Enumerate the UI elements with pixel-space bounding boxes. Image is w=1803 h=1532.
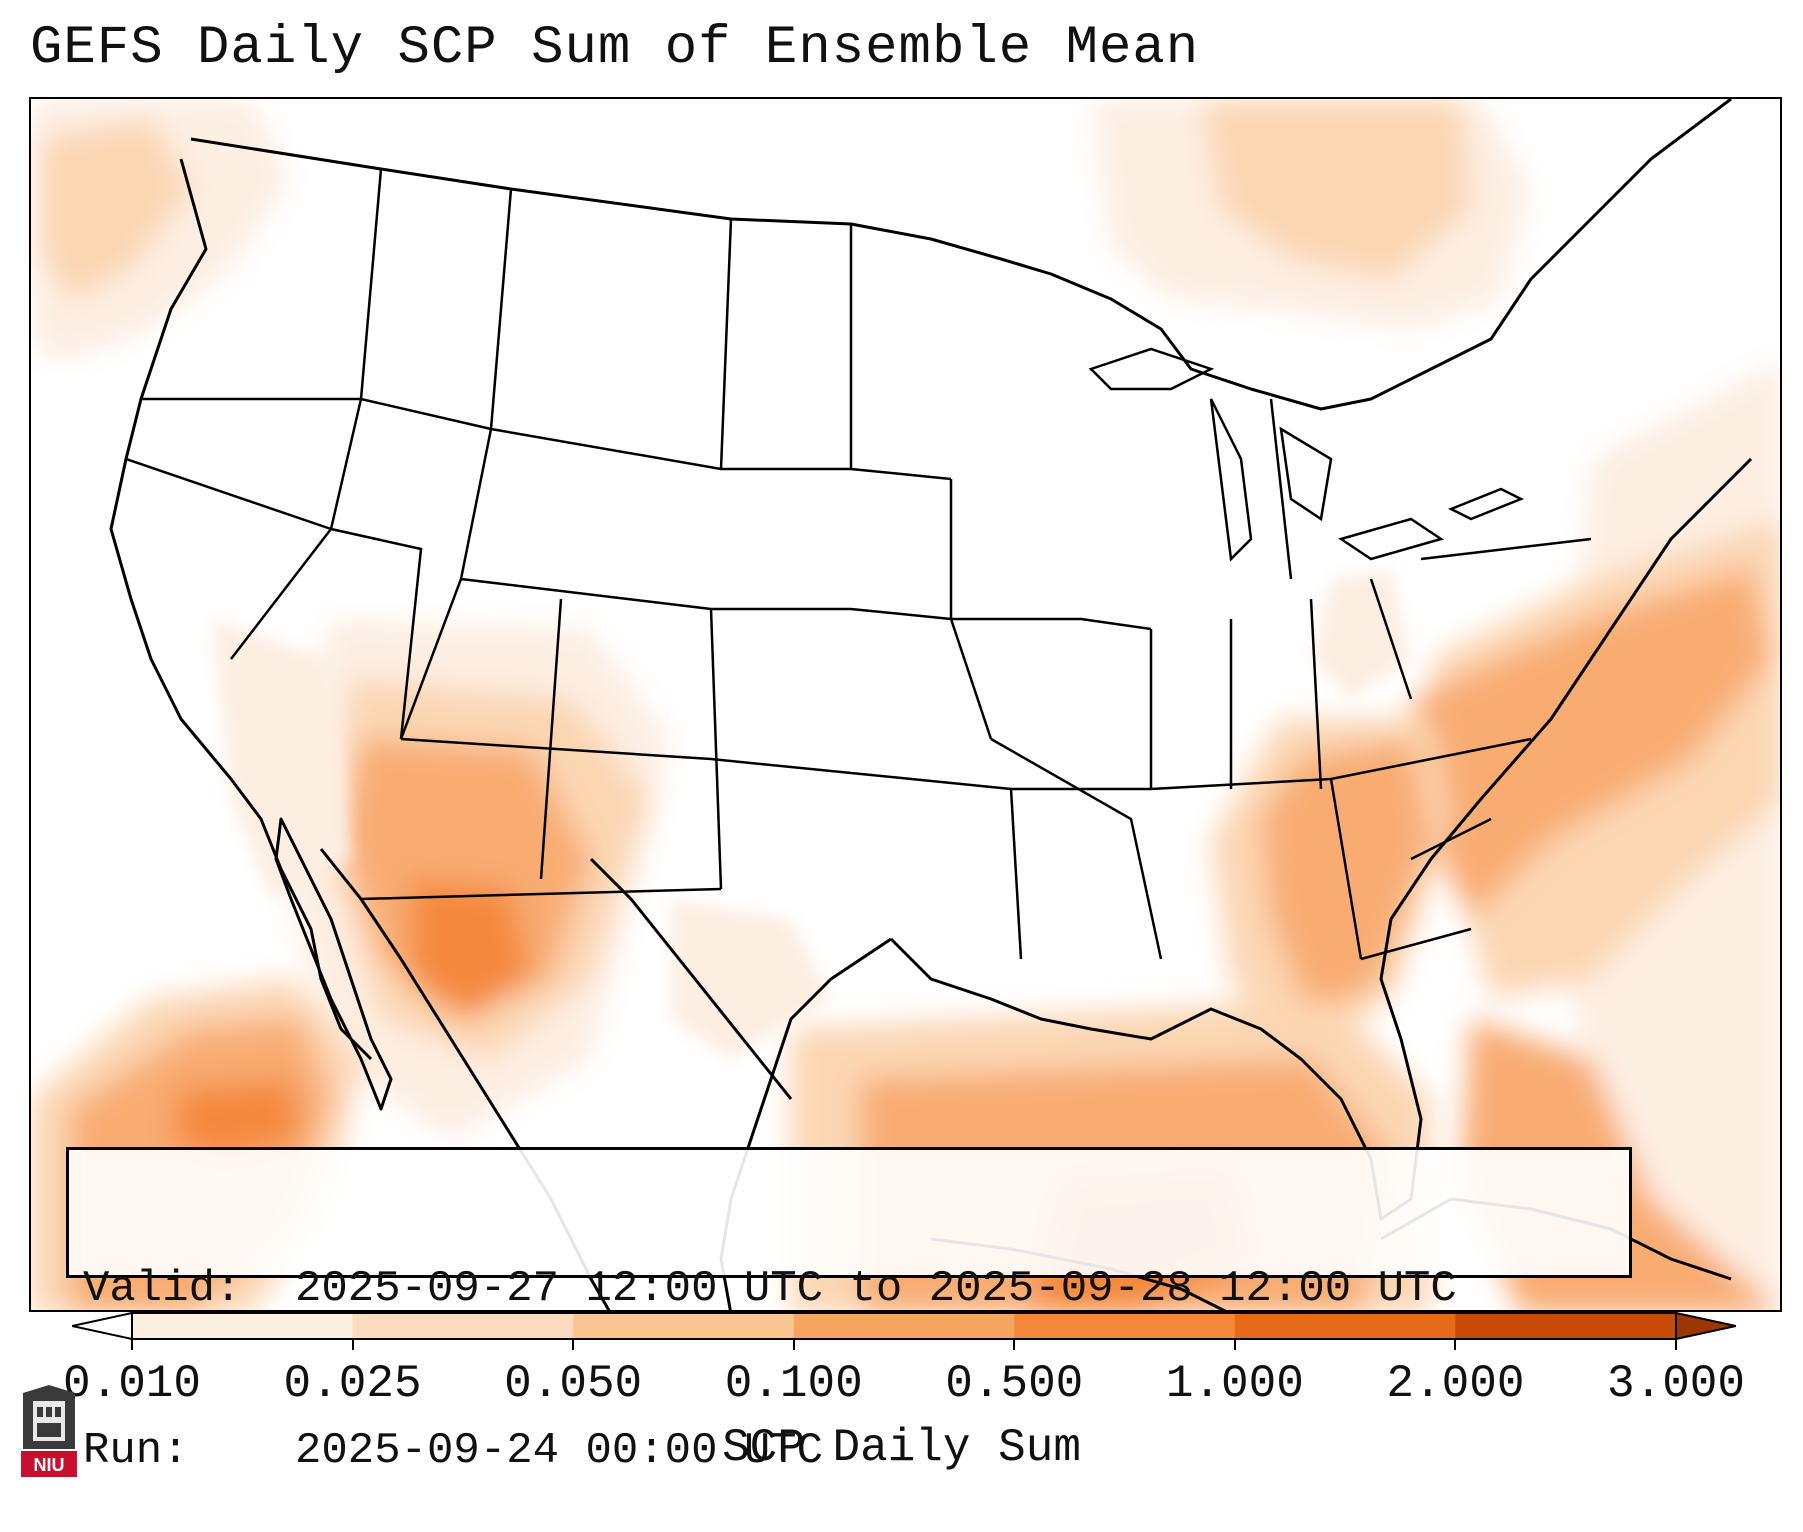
colorbar-segment	[1455, 1313, 1677, 1339]
scp-shading-light-speckle	[211, 569, 1411, 1059]
colorbar-segment	[1234, 1313, 1456, 1339]
colorbar-label: SCP Daily Sum	[722, 1422, 1081, 1474]
colorbar-over-arrow	[1675, 1311, 1736, 1341]
niu-logo: NIU	[21, 1385, 77, 1477]
great-lakes	[1088, 347, 1525, 562]
colorbar-tick-label: 0.050	[504, 1358, 643, 1410]
colorbar-tick-label: 0.500	[945, 1358, 1084, 1410]
colorbar-tick-mark	[1675, 1338, 1677, 1350]
valid-value: 2025-09-27 12:00 UTC to 2025-09-28 12:00…	[295, 1264, 1457, 1314]
colorbar-segment	[573, 1313, 795, 1339]
colorbar-tick-mark	[1013, 1338, 1016, 1350]
colorbar-tick-label: 3.000	[1606, 1358, 1746, 1410]
colorbar-under-arrow	[72, 1311, 133, 1341]
colorbar-frame	[131, 1312, 1677, 1340]
colorbar-tick-label: 0.025	[283, 1358, 422, 1410]
scp-field-map	[31, 99, 1780, 1310]
colorbar-tick-label: 1.000	[1165, 1358, 1304, 1410]
colorbar-tick-mark	[1233, 1338, 1236, 1350]
colorbar	[72, 1311, 1736, 1341]
colorbar-tick-mark	[1454, 1338, 1457, 1350]
colorbar-tick-mark	[792, 1338, 795, 1350]
map-panel	[29, 97, 1782, 1312]
colorbar-tick-mark	[131, 1338, 133, 1350]
colorbar-tick-label: 0.100	[724, 1358, 863, 1410]
colorbar-segment	[793, 1313, 1015, 1339]
state-lines	[125, 168, 1592, 961]
run-value: 2025-09-24 00:00 UTC	[295, 1426, 824, 1476]
colorbar-segment	[1014, 1313, 1236, 1339]
valid-run-info-box: Valid: 2025-09-27 12:00 UTC to 2025-09-28…	[66, 1147, 1632, 1476]
colorbar-tick-label: 2.000	[1386, 1358, 1525, 1410]
colorbar-tick-label: 0.010	[62, 1358, 202, 1410]
run-label: Run:	[83, 1426, 189, 1476]
logo-text: NIU	[34, 1455, 65, 1475]
colorbar-segment	[352, 1313, 574, 1339]
colorbar-segment	[132, 1313, 354, 1339]
valid-label: Valid:	[83, 1264, 242, 1314]
colorbar-tick-mark	[351, 1338, 354, 1350]
map-title: GEFS Daily SCP Sum of Ensemble Mean	[30, 18, 1200, 79]
colorbar-tick-mark	[572, 1338, 575, 1350]
